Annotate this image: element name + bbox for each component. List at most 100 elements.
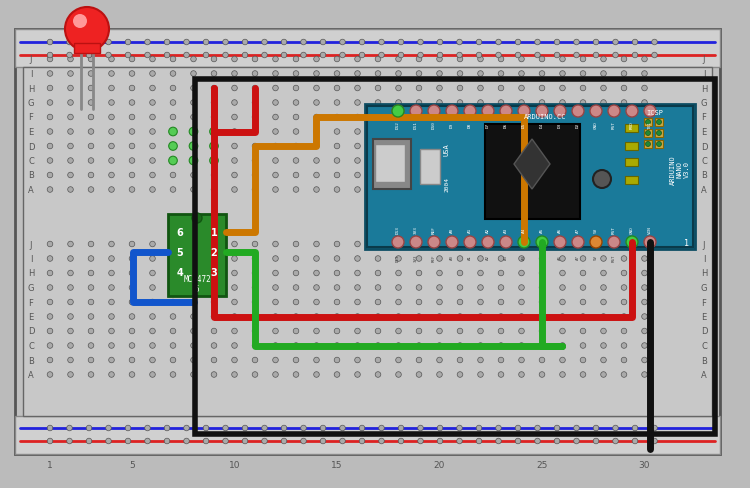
Circle shape: [314, 343, 320, 348]
Circle shape: [519, 271, 524, 276]
Circle shape: [273, 300, 278, 305]
Circle shape: [396, 358, 401, 363]
Circle shape: [340, 426, 345, 431]
Circle shape: [580, 86, 586, 92]
Text: A4: A4: [522, 227, 526, 232]
Circle shape: [418, 40, 423, 46]
Circle shape: [355, 271, 360, 276]
Circle shape: [150, 242, 155, 247]
Bar: [15, 30, 720, 454]
Circle shape: [273, 328, 278, 334]
Bar: [15, 416, 720, 454]
Text: A5: A5: [540, 227, 544, 232]
Circle shape: [88, 159, 94, 164]
Circle shape: [416, 115, 422, 121]
Circle shape: [170, 86, 176, 92]
Text: GND: GND: [630, 225, 634, 233]
Circle shape: [642, 159, 647, 164]
Text: F: F: [701, 113, 706, 122]
Circle shape: [560, 300, 566, 305]
Circle shape: [613, 438, 618, 444]
Circle shape: [498, 328, 504, 334]
Circle shape: [359, 53, 364, 59]
Circle shape: [642, 343, 647, 348]
Circle shape: [560, 314, 566, 320]
Circle shape: [396, 57, 401, 62]
Circle shape: [632, 426, 638, 431]
Text: J: J: [30, 240, 32, 249]
Circle shape: [73, 15, 87, 29]
Circle shape: [232, 101, 237, 106]
Circle shape: [613, 40, 618, 46]
Circle shape: [252, 144, 258, 149]
Circle shape: [593, 40, 598, 46]
Circle shape: [560, 372, 566, 378]
Circle shape: [458, 300, 463, 305]
Circle shape: [539, 144, 544, 149]
Circle shape: [320, 53, 326, 59]
Circle shape: [47, 314, 53, 320]
Circle shape: [211, 328, 217, 334]
Text: I: I: [30, 254, 32, 264]
Text: 1: 1: [685, 239, 689, 248]
Circle shape: [170, 57, 176, 62]
Circle shape: [580, 57, 586, 62]
Circle shape: [355, 300, 360, 305]
Circle shape: [519, 86, 524, 92]
Circle shape: [232, 72, 237, 77]
Circle shape: [560, 328, 566, 334]
Text: A1: A1: [468, 255, 472, 260]
Circle shape: [109, 256, 114, 262]
Circle shape: [145, 426, 150, 431]
Circle shape: [478, 242, 483, 247]
Bar: [625, 125, 638, 133]
Circle shape: [436, 285, 442, 291]
Circle shape: [252, 115, 258, 121]
Circle shape: [273, 72, 278, 77]
Circle shape: [273, 159, 278, 164]
Circle shape: [314, 129, 320, 135]
Circle shape: [601, 187, 606, 193]
Circle shape: [621, 101, 627, 106]
Text: E: E: [28, 128, 34, 137]
Circle shape: [436, 328, 442, 334]
Circle shape: [642, 242, 647, 247]
Circle shape: [109, 173, 114, 179]
Circle shape: [478, 314, 483, 320]
Text: 3: 3: [211, 267, 218, 278]
Circle shape: [478, 372, 483, 378]
Circle shape: [86, 426, 92, 431]
Circle shape: [314, 115, 320, 121]
Circle shape: [88, 358, 94, 363]
Text: A0: A0: [450, 255, 454, 260]
Circle shape: [632, 40, 638, 46]
Circle shape: [601, 285, 606, 291]
Circle shape: [281, 40, 286, 46]
Text: A: A: [28, 370, 34, 379]
Text: 1: 1: [47, 460, 53, 468]
Circle shape: [47, 256, 53, 262]
Circle shape: [436, 101, 442, 106]
Circle shape: [169, 157, 177, 165]
Circle shape: [211, 314, 217, 320]
Circle shape: [190, 86, 196, 92]
Circle shape: [293, 242, 298, 247]
Circle shape: [150, 86, 155, 92]
Circle shape: [293, 187, 298, 193]
Circle shape: [164, 438, 170, 444]
Circle shape: [458, 314, 463, 320]
Circle shape: [375, 159, 381, 164]
Circle shape: [379, 426, 384, 431]
Circle shape: [560, 86, 566, 92]
Circle shape: [109, 343, 114, 348]
Circle shape: [601, 256, 606, 262]
Circle shape: [68, 115, 74, 121]
Circle shape: [608, 106, 620, 118]
Text: A3: A3: [504, 227, 508, 232]
Circle shape: [170, 173, 176, 179]
Circle shape: [498, 173, 504, 179]
Circle shape: [375, 115, 381, 121]
Bar: [168, 215, 226, 296]
Circle shape: [190, 129, 196, 135]
Circle shape: [621, 314, 627, 320]
